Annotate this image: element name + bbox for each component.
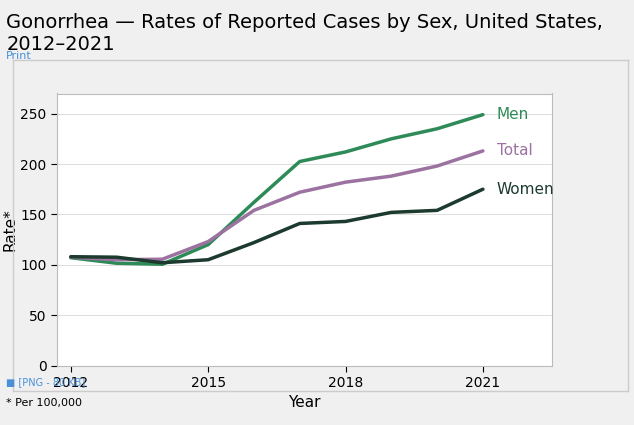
Text: Men: Men xyxy=(496,107,529,122)
Text: ■ [PNG - 80 KB]: ■ [PNG - 80 KB] xyxy=(6,377,86,387)
Text: * Per 100,000: * Per 100,000 xyxy=(6,398,82,408)
X-axis label: Year: Year xyxy=(288,396,321,411)
Text: Gonorrhea — Rates of Reported Cases by Sex, United States, 2012–2021: Gonorrhea — Rates of Reported Cases by S… xyxy=(6,13,603,54)
Text: Women: Women xyxy=(496,182,554,197)
Text: Total: Total xyxy=(496,143,533,159)
Text: Print: Print xyxy=(6,51,32,61)
Y-axis label: Rate*: Rate* xyxy=(3,208,18,251)
